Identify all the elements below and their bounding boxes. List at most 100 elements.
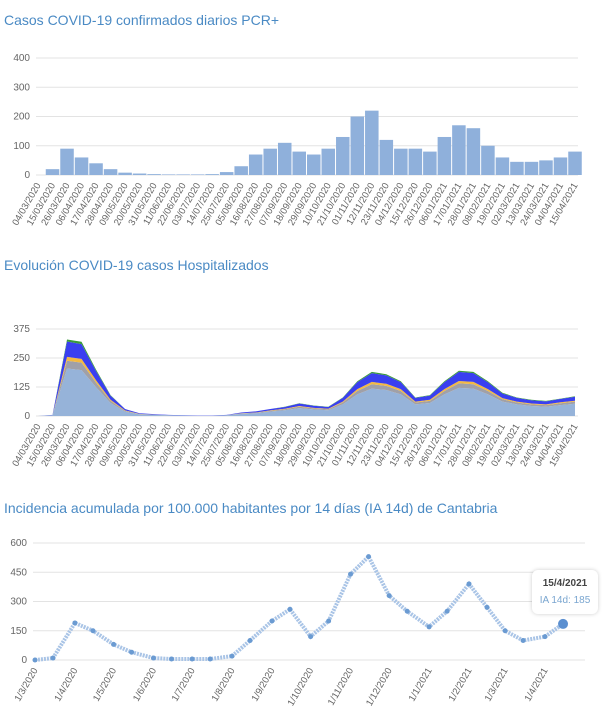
data-point xyxy=(32,657,38,663)
chart1-title: Casos COVID-19 confirmados diarios PCR+ xyxy=(4,12,280,28)
bar xyxy=(292,151,306,175)
data-point xyxy=(558,618,569,629)
x-tick-label: 1/9/2020 xyxy=(250,666,278,704)
bar xyxy=(248,154,263,175)
y-tick-label: 300 xyxy=(13,82,30,93)
x-tick-label: 1/7/2020 xyxy=(170,666,198,704)
x-tick-label: 1/11/2020 xyxy=(326,666,356,707)
bar xyxy=(423,151,437,175)
data-point xyxy=(111,641,117,647)
data-point xyxy=(269,618,275,624)
bar xyxy=(176,174,190,175)
x-tick-label: 1/1/2021 xyxy=(407,666,435,704)
bar xyxy=(277,142,292,175)
area-series-3 xyxy=(38,341,575,416)
hospitalized-chart: 012525037504/03/202015/03/202026/03/2020… xyxy=(10,324,580,469)
y-tick-label: 125 xyxy=(13,382,30,393)
bar xyxy=(365,110,379,175)
data-point xyxy=(150,655,156,661)
series-line xyxy=(34,553,565,662)
data-point xyxy=(129,649,135,655)
data-point xyxy=(169,656,175,662)
bar xyxy=(336,136,350,175)
data-point xyxy=(426,624,432,630)
area-series-0 xyxy=(38,368,575,416)
data-point xyxy=(189,656,195,662)
data-point xyxy=(386,593,392,599)
tooltip-value: IA 14d: 185 xyxy=(539,595,591,606)
bar xyxy=(132,173,147,175)
bar xyxy=(539,160,553,175)
y-tick-label: 100 xyxy=(13,141,30,152)
y-tick-label: 0 xyxy=(24,170,30,181)
bar xyxy=(161,174,176,175)
data-point xyxy=(444,608,450,614)
bar xyxy=(263,148,277,175)
bar xyxy=(408,148,423,175)
bar xyxy=(103,169,118,175)
bar xyxy=(45,169,60,175)
x-tick-label: 1/3/2020 xyxy=(13,666,41,704)
bar xyxy=(568,151,582,175)
data-point xyxy=(308,634,314,640)
bar xyxy=(394,148,408,175)
y-tick-label: 0 xyxy=(24,411,30,422)
y-tick-label: 400 xyxy=(13,53,30,64)
bar xyxy=(495,157,510,175)
y-tick-label: 600 xyxy=(10,538,27,549)
bar xyxy=(118,172,132,175)
x-tick-label: 1/5/2020 xyxy=(91,666,119,704)
bar xyxy=(234,166,248,175)
y-tick-label: 300 xyxy=(10,597,27,608)
data-point xyxy=(229,653,235,659)
bar xyxy=(219,172,234,175)
bar xyxy=(379,139,394,175)
data-point xyxy=(247,638,253,643)
bar xyxy=(190,174,205,175)
bar xyxy=(321,148,336,175)
y-tick-label: 200 xyxy=(13,112,30,123)
y-tick-label: 450 xyxy=(10,567,27,578)
bar xyxy=(350,116,365,175)
data-point xyxy=(207,656,213,662)
bar xyxy=(89,163,103,175)
chart3-title: Incidencia acumulada por 100.000 habitan… xyxy=(4,500,498,516)
data-point xyxy=(484,604,490,610)
x-tick-label: 1/2/2021 xyxy=(447,666,475,704)
bar xyxy=(452,125,466,175)
data-point xyxy=(366,554,372,560)
data-point xyxy=(72,620,78,626)
x-tick-label: 1/4/2021 xyxy=(523,666,551,704)
tooltip-date: 15/4/2021 xyxy=(542,578,588,589)
x-tick-label: 1/4/2020 xyxy=(53,666,81,704)
x-tick-label: 1/6/2020 xyxy=(131,666,159,704)
data-point xyxy=(502,628,508,634)
x-tick-label: 1/12/2020 xyxy=(364,666,395,708)
bar xyxy=(524,161,539,175)
bar xyxy=(437,136,452,175)
daily-cases-chart: 010020030040004/03/202015/03/202026/03/2… xyxy=(10,53,582,228)
bar xyxy=(307,154,321,175)
data-point xyxy=(542,634,548,640)
bar xyxy=(466,128,481,175)
data-point xyxy=(466,581,472,587)
data-point xyxy=(348,571,354,577)
x-tick-label: 1/3/2021 xyxy=(483,666,511,704)
x-tick-label: 1/8/2020 xyxy=(210,666,238,704)
y-tick-label: 150 xyxy=(10,626,27,637)
data-point xyxy=(520,638,526,643)
chart2-title: Evolución COVID-19 casos Hospitalizados xyxy=(4,257,269,273)
bar xyxy=(481,145,495,175)
y-tick-label: 250 xyxy=(13,353,30,364)
bar xyxy=(510,161,524,175)
data-point xyxy=(287,606,293,612)
tooltip: 15/4/2021 IA 14d: 185 xyxy=(532,570,598,614)
x-tick-label: 1/10/2020 xyxy=(286,666,317,708)
bar xyxy=(74,157,89,175)
bar xyxy=(60,148,74,175)
data-point xyxy=(404,608,410,614)
data-point xyxy=(90,628,96,634)
y-tick-label: 0 xyxy=(21,655,27,666)
y-tick-label: 375 xyxy=(13,324,30,335)
data-point xyxy=(326,618,332,624)
